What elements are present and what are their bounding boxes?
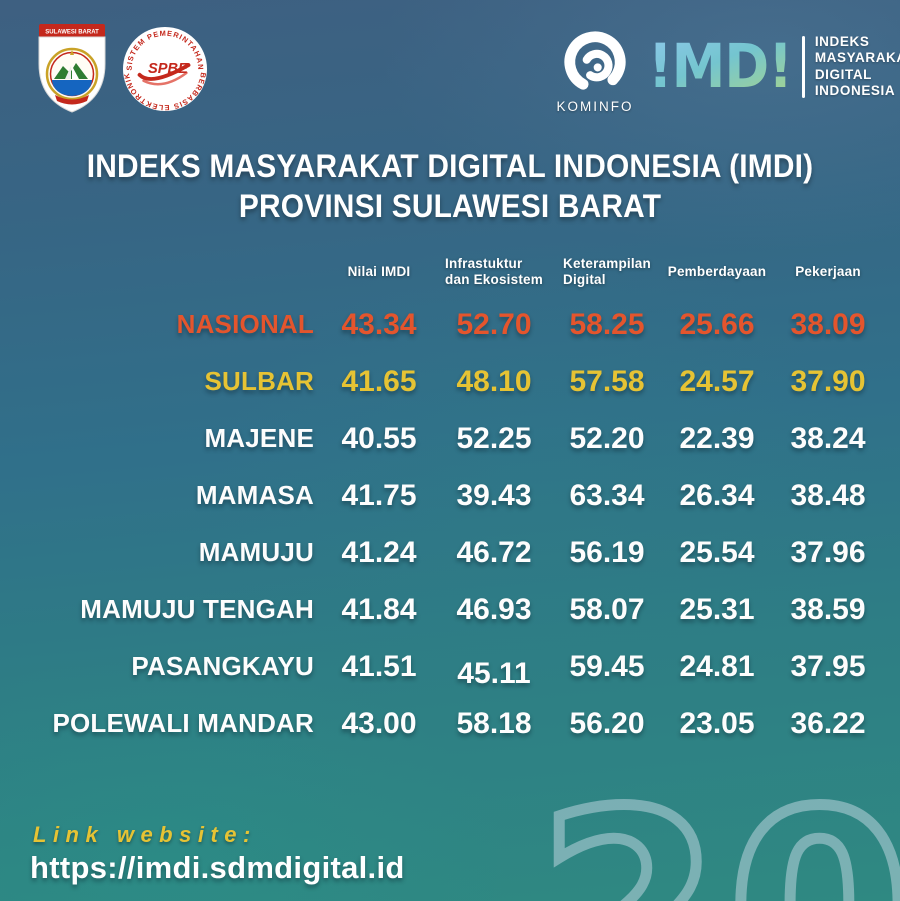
title-line-1: INDEKS MASYARAKAT DIGITAL INDONESIA (IMD… (86, 148, 814, 184)
column-header-pekerjaan: Pekerjaan (772, 264, 884, 280)
row-value: 43.34 (341, 307, 417, 341)
row-value: 37.95 (790, 649, 866, 683)
row-value: 58.25 (569, 307, 645, 341)
row-value: 48.10 (456, 364, 532, 398)
watermark-year: 20 (533, 772, 900, 901)
table-row: SULBAR 41.65 48.10 57.58 24.57 37.90 (0, 353, 900, 410)
spbe-logo: SISTEM PEMERINTAHAN BERBASIS ELEKTRONIK … (122, 26, 208, 112)
column-header-infrastruktur: Infrastuktur dan Ekosistem (436, 256, 552, 288)
row-value: 41.84 (341, 592, 417, 626)
row-value: 41.24 (341, 535, 417, 569)
column-header-nilai-imdi: Nilai IMDI (322, 264, 436, 280)
column-header-label: Nilai IMDI (347, 263, 411, 279)
spbe-icon: SISTEM PEMERINTAHAN BERBASIS ELEKTRONIK … (122, 26, 207, 112)
row-value: 52.70 (456, 307, 532, 341)
column-header-label: Keterampilan Digital (563, 255, 651, 287)
row-value: 26.34 (679, 478, 755, 512)
row-value: 46.93 (456, 592, 532, 626)
table-header-row: Nilai IMDI Infrastuktur dan Ekosistem Ke… (0, 248, 900, 296)
link-website-label: Link website: (33, 822, 257, 847)
row-value: 58.07 (569, 592, 645, 626)
imdi-divider (801, 35, 805, 98)
row-value: 38.48 (790, 478, 866, 512)
row-value: 38.24 (790, 421, 866, 455)
row-value: 38.59 (790, 592, 866, 626)
row-value: 24.57 (679, 364, 755, 398)
row-value: 25.54 (679, 535, 755, 569)
column-header-label: Pekerjaan (795, 263, 861, 279)
row-value: 37.90 (790, 364, 866, 398)
row-value: 58.18 (456, 706, 532, 740)
row-value: 40.55 (341, 421, 417, 455)
row-value: 23.05 (679, 706, 755, 740)
row-value: 63.34 (569, 478, 645, 512)
row-value: 22.39 (679, 421, 755, 455)
website-url-link[interactable]: https://imdi.sdmdigital.id (30, 850, 405, 885)
imdi-logo-lockup: !MD! INDEKS MASYARAKAT DIGITAL INDONESIA (648, 34, 900, 100)
row-label: MAMUJU (198, 537, 314, 567)
table-row: MAMASA 41.75 39.43 63.34 26.34 38.48 (0, 467, 900, 524)
table-row: MAMUJU 41.24 46.72 56.19 25.54 37.96 (0, 524, 900, 581)
imdi-logo-icon: !MD! (648, 31, 793, 102)
row-value: 41.51 (341, 649, 417, 683)
table-row: MAMUJU TENGAH 41.84 46.93 58.07 25.31 38.59 (0, 581, 900, 638)
row-label: SULBAR (204, 366, 314, 396)
kominfo-logo: KOMINFO (552, 26, 638, 116)
crest-banner-text: SULAWESI BARAT (45, 30, 99, 36)
row-value: 41.65 (341, 364, 417, 398)
spbe-center-text: SPBE (148, 61, 189, 77)
column-header-keterampilan: Keterampilan Digital (552, 256, 662, 288)
page-title: INDEKS MASYARAKAT DIGITAL INDONESIA (IMD… (36, 146, 864, 226)
row-label: PASANGKAYU (131, 651, 314, 681)
row-value: 37.96 (790, 535, 866, 569)
row-label: MAMUJU TENGAH (80, 594, 314, 624)
column-header-label: Pemberdayaan (667, 263, 767, 279)
row-label: MAJENE (204, 423, 314, 453)
sulbar-crest-logo: SULAWESI BARAT (30, 22, 114, 116)
row-value: 39.43 (456, 478, 532, 512)
column-header-pemberdayaan: Pemberdayaan (662, 264, 772, 280)
row-label: POLEWALI MANDAR (52, 708, 314, 738)
table-body: NASIONAL 43.34 52.70 58.25 25.66 38.09 SULBAR 4… (0, 296, 900, 752)
row-value: 25.66 (679, 307, 755, 341)
row-value: 43.00 (341, 706, 417, 740)
imdi-wordmark-line: MASYARAKAT (814, 50, 900, 66)
imdi-wordmark: INDEKS MASYARAKAT DIGITAL INDONESIA (815, 34, 900, 100)
row-value: 56.19 (569, 535, 645, 569)
kominfo-swirl-icon (564, 31, 626, 93)
row-label: NASIONAL (176, 309, 314, 339)
row-value: 57.58 (569, 364, 645, 398)
column-header-label: Infrastuktur dan Ekosistem (445, 255, 543, 287)
imdi-wordmark-line: INDONESIA (814, 83, 896, 99)
row-value: 46.72 (456, 535, 532, 569)
imdi-table: Nilai IMDI Infrastuktur dan Ekosistem Ke… (0, 248, 900, 752)
row-value: 56.20 (569, 706, 645, 740)
table-row: POLEWALI MANDAR 43.00 58.18 56.20 23.05 36.22 (0, 695, 900, 752)
row-value: 52.25 (456, 421, 532, 455)
table-row: MAJENE 40.55 52.25 52.20 22.39 38.24 (0, 410, 900, 467)
row-value: 38.09 (790, 307, 866, 341)
kominfo-label: KOMINFO (556, 99, 634, 114)
row-value: 36.22 (790, 706, 866, 740)
title-line-2: PROVINSI SULAWESI BARAT (238, 188, 662, 224)
row-value: 45.11 (457, 656, 531, 690)
row-value: 52.20 (569, 421, 645, 455)
row-value: 25.31 (679, 592, 755, 626)
row-value: 41.75 (341, 478, 417, 512)
row-value: 24.81 (679, 649, 755, 683)
table-row: NASIONAL 43.34 52.70 58.25 25.66 38.09 (0, 296, 900, 353)
row-value: 59.45 (569, 649, 645, 683)
table-row: PASANGKAYU 41.51 45.11 59.45 24.81 37.95 (0, 638, 900, 695)
imdi-wordmark-line: INDEKS (814, 34, 870, 49)
row-label: MAMASA (195, 480, 314, 510)
imdi-wordmark-line: DIGITAL (814, 66, 873, 82)
sulbar-crest-icon: SULAWESI BARAT (38, 24, 106, 113)
